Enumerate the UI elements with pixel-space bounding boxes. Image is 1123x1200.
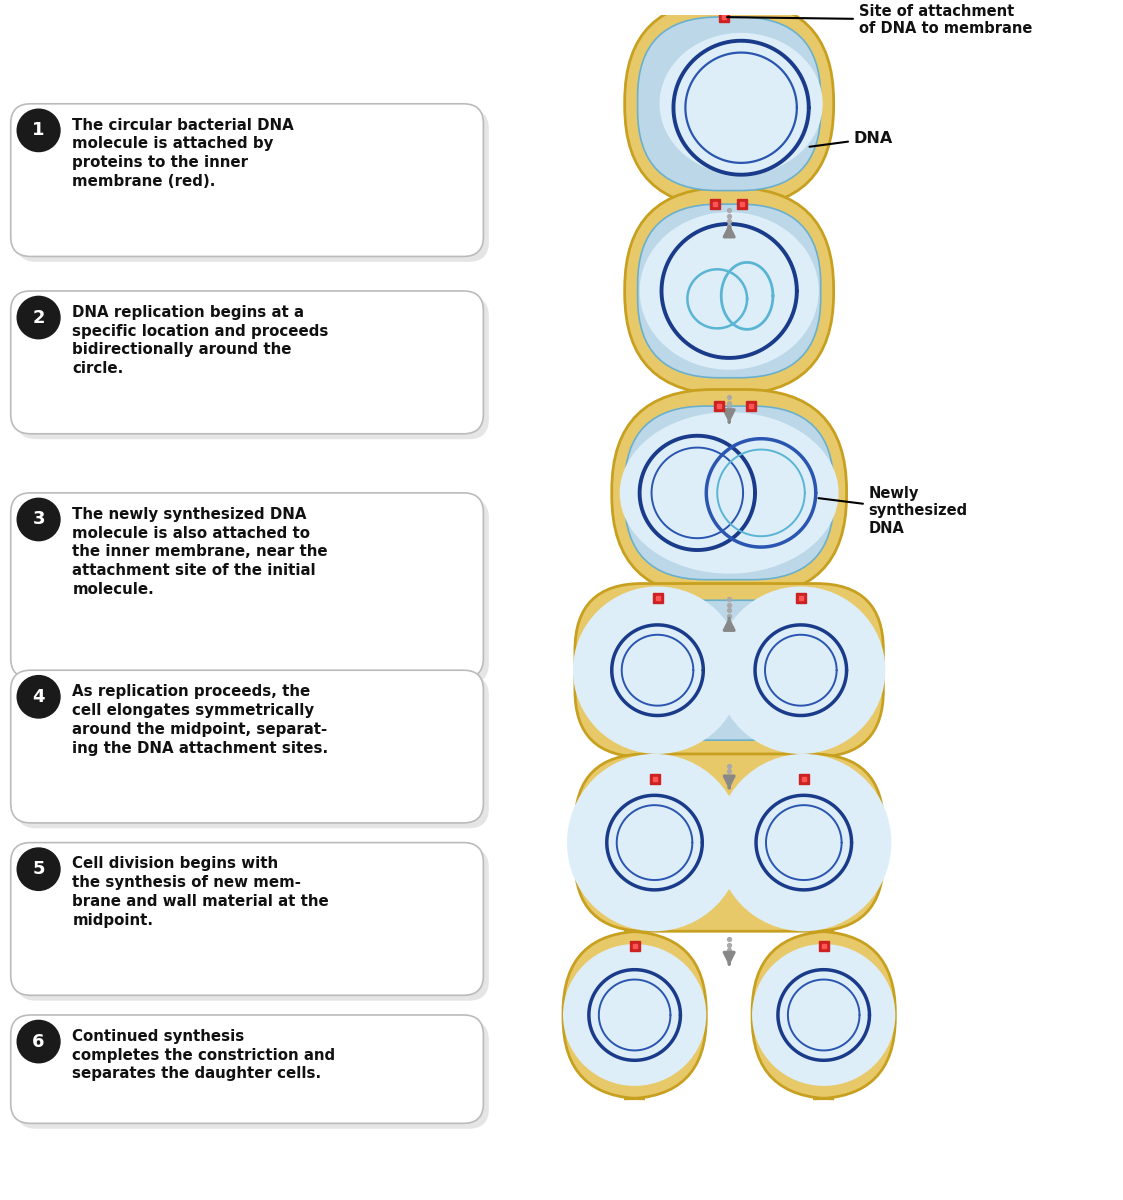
Circle shape [17,296,60,338]
FancyBboxPatch shape [575,583,884,757]
Text: Cell division begins with
the synthesis of new mem-
brane and wall material at t: Cell division begins with the synthesis … [72,857,329,928]
FancyBboxPatch shape [11,493,483,678]
Text: DNA replication begins at a
specific location and proceeds
bidirectionally aroun: DNA replication begins at a specific loc… [72,305,329,377]
Circle shape [17,1020,60,1063]
Text: Site of attachment
of DNA to membrane: Site of attachment of DNA to membrane [727,4,1032,36]
FancyBboxPatch shape [587,600,870,740]
FancyBboxPatch shape [575,754,884,931]
Ellipse shape [620,412,839,574]
Text: The newly synthesized DNA
molecule is also attached to
the inner membrane, near : The newly synthesized DNA molecule is al… [72,506,328,598]
FancyBboxPatch shape [624,0,833,208]
Text: 6: 6 [33,1032,45,1050]
Text: DNA: DNA [810,131,893,146]
Ellipse shape [716,587,885,754]
FancyBboxPatch shape [563,931,706,1099]
FancyBboxPatch shape [624,406,833,580]
FancyBboxPatch shape [11,290,483,433]
FancyBboxPatch shape [624,187,833,395]
Text: 3: 3 [33,510,45,528]
FancyBboxPatch shape [638,17,821,191]
Ellipse shape [594,776,715,910]
FancyBboxPatch shape [11,671,483,823]
Text: Newly
synthesized
DNA: Newly synthesized DNA [819,486,968,535]
FancyBboxPatch shape [16,296,489,439]
Circle shape [17,498,60,541]
FancyBboxPatch shape [16,676,489,828]
Ellipse shape [573,587,742,754]
Text: Continued synthesis
completes the constriction and
separates the daughter cells.: Continued synthesis completes the constr… [72,1028,336,1081]
FancyBboxPatch shape [16,109,489,262]
Ellipse shape [563,944,706,1086]
FancyBboxPatch shape [765,948,883,1082]
FancyBboxPatch shape [576,948,693,1082]
Circle shape [17,109,60,151]
FancyBboxPatch shape [11,103,483,257]
Ellipse shape [752,944,895,1086]
Ellipse shape [640,212,819,370]
FancyBboxPatch shape [638,204,821,378]
Ellipse shape [659,32,823,175]
Text: 2: 2 [33,308,45,326]
FancyBboxPatch shape [16,848,489,1001]
Text: The circular bacterial DNA
molecule is attached by
proteins to the inner
membran: The circular bacterial DNA molecule is a… [72,118,294,190]
FancyBboxPatch shape [612,390,847,596]
FancyBboxPatch shape [752,931,895,1099]
FancyBboxPatch shape [11,1015,483,1123]
Ellipse shape [567,754,742,931]
Text: As replication proceeds, the
cell elongates symmetrically
around the midpoint, s: As replication proceeds, the cell elonga… [72,684,329,756]
FancyBboxPatch shape [16,1020,489,1129]
Text: 1: 1 [33,121,45,139]
Ellipse shape [716,754,892,931]
Circle shape [17,848,60,890]
FancyBboxPatch shape [11,842,483,995]
Circle shape [17,676,60,718]
Text: 4: 4 [33,688,45,706]
FancyBboxPatch shape [16,498,489,684]
Text: 5: 5 [33,860,45,878]
Ellipse shape [743,776,865,910]
